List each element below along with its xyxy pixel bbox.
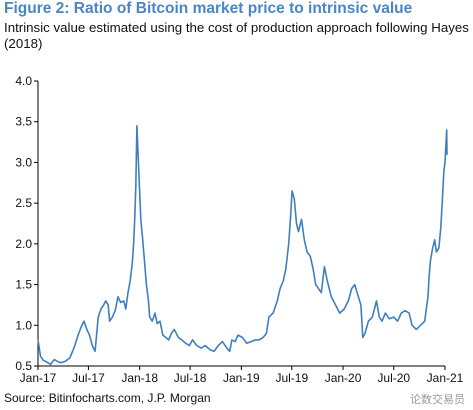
y-tick-label: 1.0	[15, 318, 32, 332]
x-tick-label: Jan-20	[325, 371, 362, 385]
x-tick-label: Jan-19	[223, 371, 260, 385]
y-axis: 0.5 1.0 1.5 2.0 2.5 3.0 3.5 4.0	[15, 74, 39, 373]
source-note: Source: Bitinfocharts.com, J.P. Morgan	[4, 391, 211, 405]
y-tick-label: 2.5	[15, 196, 32, 210]
y-tick-label: 0.5	[15, 359, 32, 373]
x-tick-label: Jul-18	[174, 371, 207, 385]
y-tick-label: 2.0	[15, 237, 32, 251]
y-tick-label: 4.0	[15, 74, 32, 88]
x-tick-label: Jul-20	[377, 371, 410, 385]
x-tick-label: Jan-21	[427, 371, 464, 385]
x-tick-label: Jan-17	[20, 371, 57, 385]
chart-area: 0.51.01.52.02.53.03.54.0 Jan-17 Jul-17 Jan…	[15, 74, 464, 385]
chart-title: Figure 2: Ratio of Bitcoin market price …	[4, 0, 413, 17]
x-axis: Jan-17 Jul-17 Jan-18 Jul-18 Jan-19 Jul-19 Jan-…	[20, 365, 464, 385]
watermark-text: 论数交易员	[410, 394, 465, 406]
x-tick-label: Jan-18	[121, 371, 158, 385]
y-tick-label: 1.5	[15, 278, 32, 292]
x-tick-label: Jul-19	[275, 371, 308, 385]
chart-subtitle: Intrinsic value estimated using the cost…	[4, 20, 469, 51]
series-layer	[37, 125, 448, 366]
series-line-0	[37, 125, 448, 366]
y-tick-label: 3.0	[15, 155, 32, 169]
x-tick-label: Jul-17	[72, 371, 105, 385]
y-tick-label: 3.5	[15, 115, 32, 129]
